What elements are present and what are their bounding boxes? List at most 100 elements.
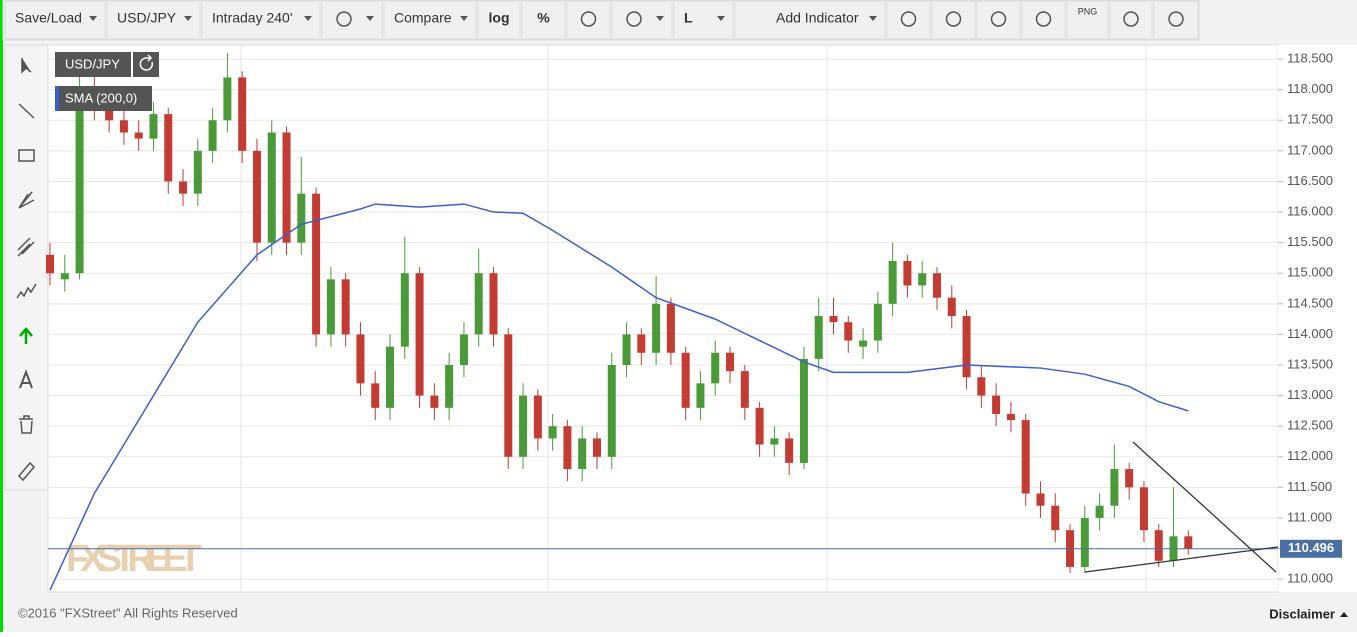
candle-body (371, 383, 380, 408)
refresh-icon (139, 54, 154, 71)
y-tick-label: 118.500 (1287, 51, 1333, 66)
watermark: FXSTREET (66, 538, 202, 580)
candle-body (326, 279, 335, 335)
last-price-box (1280, 539, 1342, 558)
candle-body (252, 150, 261, 243)
legend-refresh[interactable] (133, 52, 159, 77)
candle-body (297, 193, 306, 243)
candle-body (844, 322, 853, 341)
axis-area (1278, 45, 1357, 592)
candle-body (445, 365, 454, 408)
tool-text[interactable] (19, 369, 33, 389)
toolbar-button[interactable] (383, 0, 477, 40)
tool-edit[interactable] (17, 461, 36, 482)
candle-body (1139, 487, 1148, 531)
candle-body (105, 108, 114, 121)
toolbar-label: % (537, 10, 550, 26)
sma-line (49, 203, 1189, 591)
toolbar-button[interactable] (976, 0, 1021, 40)
tool-line[interactable] (18, 103, 35, 119)
y-tick-label: 113.000 (1287, 387, 1333, 402)
disclaimer-caret (1340, 612, 1348, 617)
candle-body (696, 383, 705, 408)
toolbar-button[interactable] (1066, 0, 1109, 40)
toolbar-icon (626, 11, 642, 27)
y-tick-label: 116.000 (1287, 203, 1333, 218)
tool-rect[interactable] (18, 149, 35, 162)
candle-body (755, 407, 764, 445)
toolbar-button[interactable] (673, 0, 734, 40)
candle-body (208, 120, 217, 151)
candle-body (888, 260, 897, 304)
toolbar-button[interactable] (106, 0, 201, 40)
y-tick-label: 112.000 (1287, 448, 1333, 463)
disclaimer[interactable]: Disclaimer (1269, 606, 1335, 621)
toolbar-label: log (489, 10, 510, 26)
legend: USD/JPY SMA (200,0) (55, 52, 159, 111)
toolbar-button[interactable] (734, 0, 886, 40)
toolbar-button[interactable] (1109, 0, 1153, 40)
toolbar-button[interactable] (321, 0, 383, 40)
candle-body (918, 273, 927, 286)
y-tick-label: 116.500 (1287, 173, 1333, 188)
toolbar-button[interactable] (201, 0, 321, 40)
candle-body (149, 114, 158, 139)
toolbar-label: Intraday 240' (212, 10, 293, 26)
candle-body (1110, 469, 1119, 506)
dropdown-caret (717, 16, 725, 21)
candle-body (415, 273, 424, 396)
toolbar-button[interactable] (4, 0, 106, 40)
dropdown-caret (89, 16, 97, 21)
legend-box (55, 52, 131, 77)
toolbar-button[interactable] (566, 0, 611, 40)
toolbar-icon (1123, 11, 1139, 27)
candle-body (356, 334, 365, 384)
candle-body (903, 260, 912, 286)
y-tick-label: 111.000 (1287, 509, 1332, 524)
candle-body (282, 132, 291, 243)
candle-body (75, 89, 84, 274)
toolbar-button[interactable] (477, 0, 521, 40)
tool-delete[interactable] (19, 415, 33, 434)
tool-channel[interactable] (17, 237, 35, 257)
y-tick-label: 115.000 (1287, 265, 1333, 280)
dropdown-caret (869, 16, 877, 21)
toolbar-button[interactable] (521, 0, 566, 40)
candle-body (1184, 536, 1193, 549)
tool-pointer[interactable] (21, 58, 32, 74)
y-tick-label: 118.000 (1287, 81, 1333, 96)
plot-area (47, 44, 1279, 593)
candle-body (977, 377, 986, 396)
candle-body (622, 334, 631, 366)
toolbar-button[interactable] (611, 0, 673, 40)
candle-body (519, 395, 528, 457)
toolbar-button[interactable] (886, 0, 931, 40)
toolbar-button[interactable] (931, 0, 976, 40)
dropdown-caret (366, 16, 374, 21)
candle-body (400, 273, 409, 347)
y-tick-label: 112.500 (1287, 418, 1333, 433)
candle-body (681, 352, 690, 408)
candle-body (1080, 517, 1089, 567)
y-tick-label: 115.500 (1287, 234, 1333, 249)
y-tick-label: 114.000 (1287, 326, 1333, 341)
tool-arrow[interactable] (19, 327, 33, 344)
y-tick-label: 113.500 (1287, 356, 1333, 371)
candle-body (873, 303, 882, 341)
tool-fan[interactable] (18, 191, 35, 209)
toolbar-button[interactable] (1153, 0, 1199, 40)
y-tick-label: 111.500 (1287, 479, 1332, 494)
tool-pattern[interactable] (16, 283, 37, 299)
candle-body (504, 334, 513, 457)
candle-body (238, 77, 247, 151)
toolbar-button[interactable] (1021, 0, 1066, 40)
toolbar-label: Save/Load (15, 10, 82, 26)
candle-body (962, 316, 971, 378)
candle-body (992, 395, 1001, 414)
candle-body (533, 395, 542, 439)
candle-body (1154, 530, 1163, 561)
toolbar-label: USD/JPY (117, 10, 177, 26)
candle-body (223, 77, 232, 121)
toolbar-icon (580, 11, 597, 27)
candle-body (607, 365, 616, 457)
